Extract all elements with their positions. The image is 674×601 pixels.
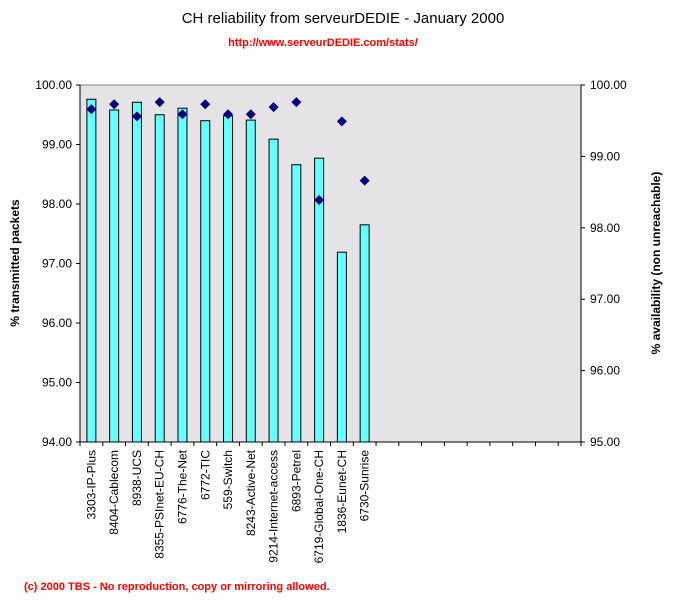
x-tick-label: 6893-Petrel bbox=[289, 450, 303, 512]
x-tick-label: 559-Switch bbox=[221, 450, 235, 509]
x-tick-label: 6719-Global-One-CH bbox=[312, 450, 326, 563]
x-tick-label: 8938-UCS bbox=[130, 450, 144, 506]
x-tick-label: 6772-TIC bbox=[198, 450, 212, 500]
bar bbox=[336, 251, 347, 443]
x-tick-label: 6776-The-Net bbox=[175, 449, 189, 524]
bar bbox=[245, 119, 256, 443]
x-tick-label: 6730-Sunrise bbox=[358, 450, 372, 522]
bar bbox=[177, 107, 188, 443]
y-tick-label-left: 96.00 bbox=[42, 316, 72, 330]
availability-point bbox=[223, 109, 234, 120]
y-tick-label-right: 100.00 bbox=[590, 78, 627, 92]
y-tick-label-left: 95.00 bbox=[42, 376, 72, 390]
availability-point bbox=[200, 99, 211, 110]
availability-point bbox=[86, 104, 97, 115]
availability-point bbox=[336, 116, 347, 127]
chart-subtitle: http://www.serveurDEDIE.com/stats/ bbox=[228, 37, 418, 49]
chart-title: CH reliability from serveurDEDIE - Janua… bbox=[182, 10, 505, 27]
availability-point bbox=[154, 97, 165, 108]
availability-point bbox=[109, 99, 120, 110]
y-tick-label-left: 98.00 bbox=[42, 197, 72, 211]
bar bbox=[154, 114, 165, 443]
y-tick-label-right: 97.00 bbox=[590, 292, 620, 306]
y-axis-label-right: % availability (non unreachable) bbox=[649, 172, 663, 355]
y-tick-label-right: 96.00 bbox=[590, 364, 620, 378]
y-tick-label-left: 99.00 bbox=[42, 138, 72, 152]
bar bbox=[86, 98, 97, 443]
bar bbox=[200, 120, 211, 443]
x-tick-label: 9214-Internet-access bbox=[267, 450, 281, 563]
availability-point bbox=[245, 109, 256, 120]
bar bbox=[359, 224, 370, 443]
availability-point bbox=[131, 111, 142, 122]
x-tick-label: 8243-Active-Net bbox=[244, 449, 258, 536]
y-axis-label-left: % transmitted packets bbox=[8, 199, 22, 327]
y-tick-label-left: 97.00 bbox=[42, 257, 72, 271]
bar bbox=[109, 109, 120, 443]
y-tick-label-left: 100.00 bbox=[35, 78, 72, 92]
bar bbox=[268, 138, 279, 443]
availability-point bbox=[359, 175, 370, 186]
bar bbox=[291, 164, 302, 443]
availability-point bbox=[268, 102, 279, 113]
y-tick-label-right: 98.00 bbox=[590, 221, 620, 235]
x-tick-label: 8355-PSInet-EU-CH bbox=[153, 450, 167, 559]
y-tick-label-right: 99.00 bbox=[590, 149, 620, 163]
availability-point bbox=[291, 97, 302, 108]
availability-point bbox=[314, 194, 325, 205]
copyright-footer: (c) 2000 TBS - No reproduction, copy or … bbox=[24, 581, 330, 593]
y-tick-label-left: 94.00 bbox=[42, 435, 72, 449]
availability-point bbox=[177, 109, 188, 120]
x-tick-label: 8404-Cablecom bbox=[107, 450, 121, 535]
bar bbox=[223, 115, 234, 443]
x-tick-label: 3303-IP-Plus bbox=[84, 450, 98, 519]
bar bbox=[131, 101, 142, 443]
y-tick-label-right: 95.00 bbox=[590, 435, 620, 449]
x-tick-label: 1836-Eunet-CH bbox=[335, 450, 349, 533]
